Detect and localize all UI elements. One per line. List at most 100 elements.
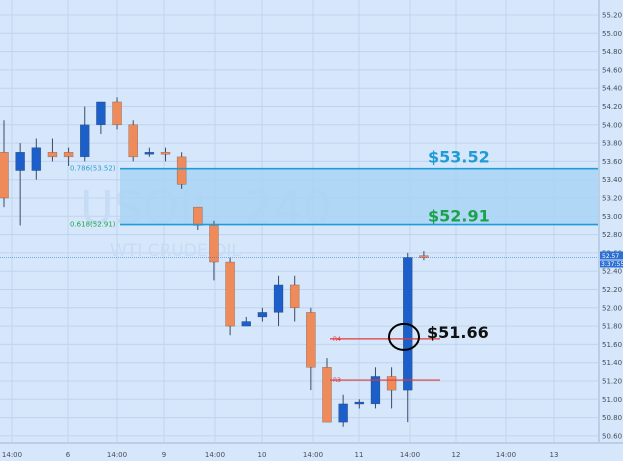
candle (160, 147, 171, 162)
candle (96, 101, 106, 134)
x-tick-label: 9 (162, 451, 166, 459)
x-tick-label: 13 (550, 451, 559, 459)
candle (354, 399, 365, 409)
annotation-pivot: $51.66 (427, 323, 489, 342)
candle (15, 143, 25, 226)
x-tick-label: 10 (258, 451, 267, 459)
y-tick-label: 53.20 (602, 195, 622, 203)
y-tick-label: 52.20 (602, 286, 622, 294)
price-tag-timer: 3:37:55 (601, 261, 623, 268)
candle-body (289, 284, 300, 309)
candle-body (241, 321, 251, 327)
candle (31, 138, 42, 180)
y-tick-label: 51.40 (602, 359, 622, 367)
y-tick-label: 51.60 (602, 341, 622, 349)
fib-label-upper: 0.786(53.52) (70, 165, 116, 173)
candle (338, 394, 348, 427)
x-tick-label: 14:00 (205, 451, 225, 459)
fib-zone-fill (120, 168, 598, 225)
y-tick-label: 52.40 (602, 268, 622, 276)
candle (370, 367, 381, 409)
candle-body (128, 124, 138, 158)
candle-body (15, 152, 25, 171)
fib-label-lower: 0.618(52.91) (70, 221, 116, 229)
candle (225, 257, 235, 336)
y-tick-label: 50.80 (602, 414, 622, 422)
annotation-lower: $52.91 (428, 207, 490, 226)
candle (322, 358, 332, 423)
candle (273, 275, 284, 327)
y-tick-label: 51.80 (602, 323, 622, 331)
watermark-subtitle: WTI CRUDE OIL (110, 241, 241, 261)
y-tick-label: 53.80 (602, 140, 622, 148)
candle-body (209, 225, 219, 263)
y-tick-label: 52.00 (602, 304, 622, 312)
candle (144, 147, 155, 157)
candle-body (193, 206, 203, 226)
candle (306, 307, 316, 391)
y-tick-label: 53.00 (602, 213, 622, 221)
candle-body (176, 156, 187, 185)
candle (128, 120, 138, 162)
candle-body (160, 152, 171, 155)
candle (209, 220, 219, 281)
candle-body (273, 284, 284, 313)
price-tag-box (600, 251, 623, 260)
x-tick-label: 14:00 (400, 451, 420, 459)
candle (289, 275, 300, 322)
fib-zone (120, 168, 598, 225)
candle-body (338, 403, 348, 423)
candle-body (112, 101, 122, 126)
candle-body (257, 312, 268, 318)
y-tick-label: 54.20 (602, 103, 622, 111)
candle (193, 206, 203, 231)
candle-body (31, 147, 42, 171)
x-tick-label: 6 (66, 451, 71, 459)
x-tick-label: 14:00 (2, 451, 22, 459)
y-axis: 55.20 55.00 54.80 54.60 54.40 54.20 54.00 53.80… (598, 0, 623, 442)
pivot-label: R4 (333, 336, 341, 343)
y-tick-label: 53.60 (602, 158, 622, 166)
candle-body (306, 312, 316, 368)
candle (47, 138, 58, 162)
y-tick-label: 55.20 (602, 12, 622, 20)
y-tick-label: 50.60 (602, 432, 622, 440)
annotation-upper: $53.52 (428, 148, 490, 167)
candle-body (370, 376, 381, 405)
candle (241, 316, 251, 327)
candle-body (386, 376, 397, 391)
x-tick-label: 14:00 (107, 451, 127, 459)
y-tick-label: 54.60 (602, 66, 622, 74)
x-tick-label: 14:00 (303, 451, 323, 459)
y-tick-label: 52.80 (602, 231, 622, 239)
candle-body (354, 401, 365, 405)
x-tick-label: 14:00 (496, 451, 516, 459)
candle-body (225, 261, 235, 327)
candle (63, 147, 74, 166)
overlays: 0.786(53.52) 0.618(52.91) $53.52 $52.91 R4 R3… (0, 148, 598, 384)
y-tick-label: 51.00 (602, 396, 622, 404)
candle-body (96, 101, 106, 126)
candle (80, 106, 90, 162)
candle-body (0, 152, 9, 199)
candle-body (419, 255, 429, 258)
price-tag-value: 52.57 (602, 253, 619, 260)
candle-body (144, 152, 155, 155)
y-tick-label: 55.00 (602, 30, 622, 38)
candle (112, 97, 122, 130)
pivot-label: R3 (333, 377, 341, 384)
candle-body (47, 152, 58, 158)
price-tag-timer-box (600, 260, 623, 268)
y-tick-label: 54.00 (602, 121, 622, 129)
y-tick-label: 54.80 (602, 48, 622, 56)
candle-body (80, 124, 90, 158)
y-tick-label: 54.40 (602, 85, 622, 93)
highlight-circle (388, 322, 420, 351)
candle (257, 307, 268, 322)
candle (386, 367, 397, 409)
candle-body (322, 367, 332, 423)
x-axis-band (0, 443, 623, 461)
candle (176, 152, 187, 189)
